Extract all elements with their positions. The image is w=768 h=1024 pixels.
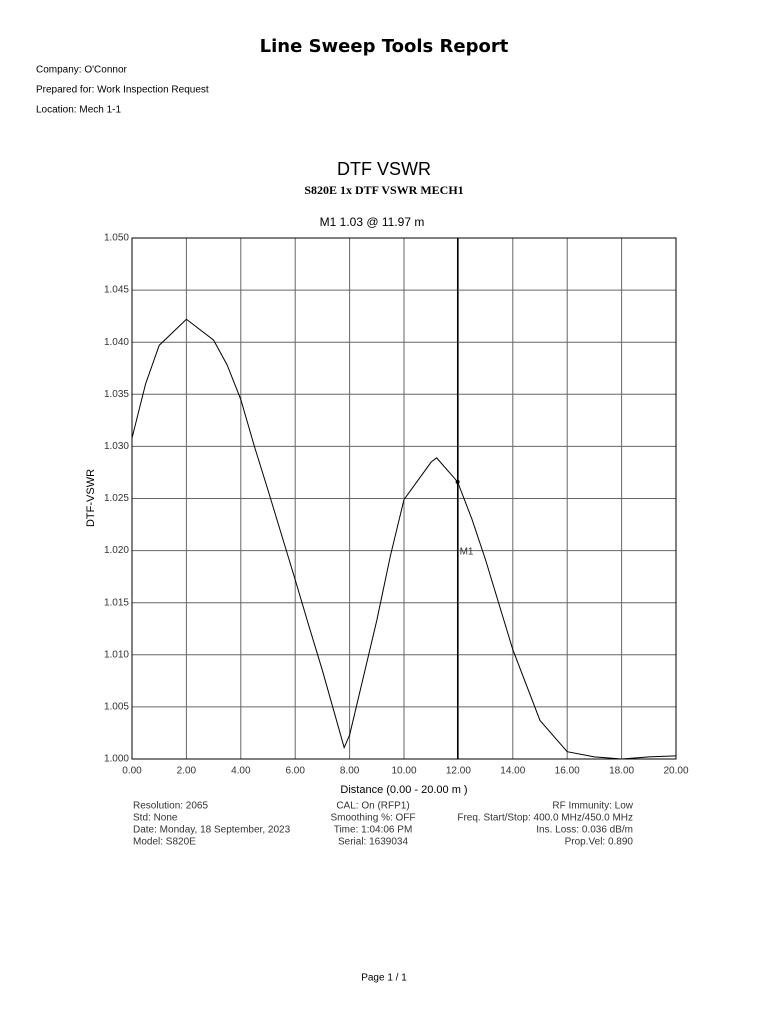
y-tick-label: 1.030 [104,441,129,452]
x-tick-label: 14.00 [500,766,525,777]
marker-label: M1 [460,547,474,558]
x-tick-label: 2.00 [177,766,197,777]
y-tick-label: 1.025 [104,493,129,504]
x-tick-label: 18.00 [609,766,634,777]
x-tick-label: 12.00 [446,766,471,777]
x-tick-label: 10.00 [391,766,416,777]
x-tick-label: 16.00 [555,766,580,777]
chart-subtitle: S820E 1x DTF VSWR MECH1 [304,183,463,197]
info-text: Std: None [133,813,178,824]
x-axis-label: Distance (0.00 - 20.00 m ) [340,784,467,796]
y-tick-label: 1.005 [104,702,129,713]
y-tick-label: 1.000 [104,754,129,765]
marker-readout: M1 1.03 @ 11.97 m [320,215,425,229]
y-tick-label: 1.035 [104,389,129,400]
report-title: Line Sweep Tools Report [260,36,509,57]
x-tick-label: 8.00 [340,766,360,777]
info-text: Date: Monday, 18 September, 2023 [133,825,291,836]
info-text: RF Immunity: Low [552,801,633,812]
x-tick-label: 20.00 [663,766,688,777]
y-tick-label: 1.010 [104,649,129,660]
marker-point [455,479,460,484]
y-tick-label: 1.050 [104,233,129,244]
page-footer: Page 1 / 1 [361,973,407,984]
y-tick-label: 1.045 [104,285,129,296]
info-text: Resolution: 2065 [133,801,208,812]
info-text: Model: S820E [133,837,196,848]
chart-title: DTF VSWR [337,159,431,179]
info-text: CAL: On (RFP1) [336,801,409,812]
x-tick-label: 4.00 [231,766,251,777]
y-tick-label: 1.015 [104,597,129,608]
header-line: Prepared for: Work Inspection Request [36,85,209,96]
y-tick-label: 1.040 [104,337,129,348]
info-text: Ins. Loss: 0.036 dB/m [536,825,633,836]
header-line: Location: Mech 1-1 [36,105,121,116]
y-tick-label: 1.020 [104,545,129,556]
plot-frame [131,237,677,760]
data-line [131,318,677,760]
x-tick-label: 6.00 [285,766,305,777]
info-text: Smoothing %: OFF [330,813,415,824]
info-text: Serial: 1639034 [338,837,408,848]
info-text: Freq. Start/Stop: 400.0 MHz/450.0 MHz [457,813,633,824]
info-text: Prop.Vel: 0.890 [565,837,634,848]
y-axis-label: DTF-VSWR [85,469,97,527]
header-line: Company: O'Connor [36,65,128,76]
info-text: Time: 1:04:06 PM [334,825,413,836]
x-tick-label: 0.00 [122,766,142,777]
